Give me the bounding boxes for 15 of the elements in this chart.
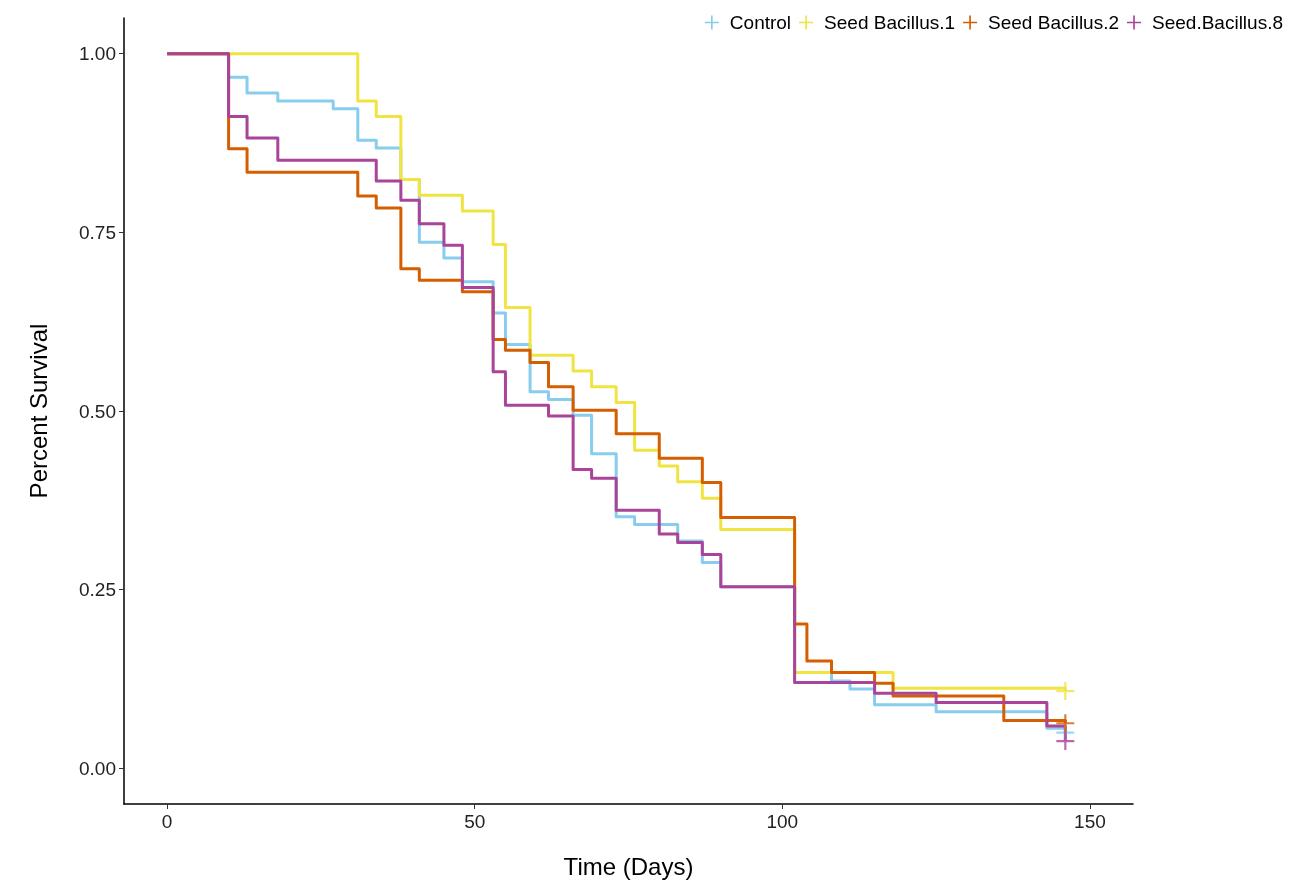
y-tick-label: 0.75 [79, 221, 116, 243]
legend-label: Seed Bacillus.2 [988, 12, 1120, 33]
x-tick-label: 150 [1074, 811, 1106, 832]
y-tick-label: 0.00 [79, 757, 116, 779]
x-tick-label: 0 [161, 811, 173, 832]
x-axis-title: Time (Days) [563, 852, 694, 880]
y-tick-label: 1.00 [79, 43, 116, 65]
legend-label: Seed Bacillus.1 [824, 12, 956, 33]
y-axis-title: Percent Survival [24, 323, 52, 499]
legend-label: Control [729, 12, 792, 33]
legend-label: Seed.Bacillus.8 [1152, 12, 1283, 33]
y-tick-label: 0.25 [79, 579, 116, 601]
x-tick-label: 100 [766, 811, 799, 832]
x-tick-label: 50 [464, 811, 486, 832]
y-tick-label: 0.50 [79, 400, 116, 422]
